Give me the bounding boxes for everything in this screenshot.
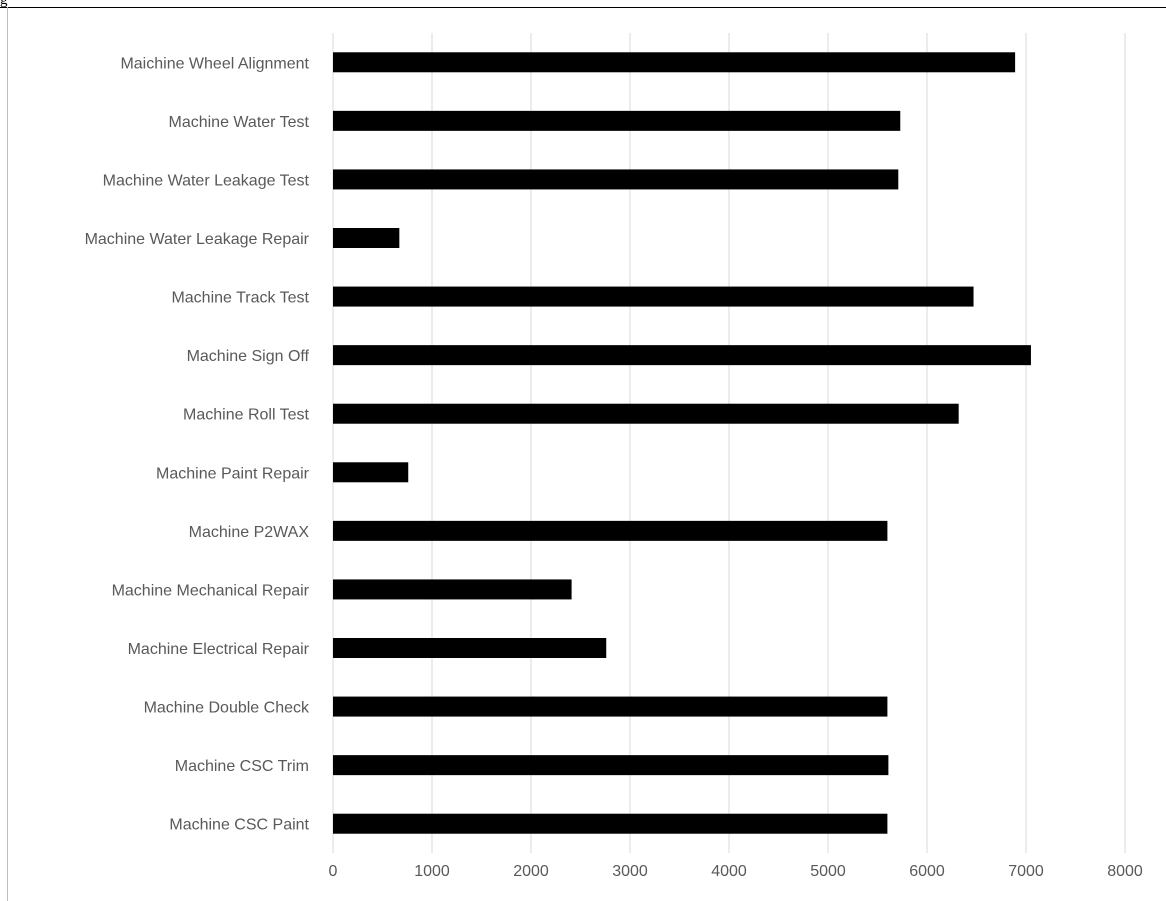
category-label: Machine CSC Paint <box>169 817 309 834</box>
category-label: Machine Electrical Repair <box>128 641 310 658</box>
x-tick-label: 3000 <box>612 863 648 880</box>
category-label: Machine Paint Repair <box>156 465 310 482</box>
bar-2 <box>333 169 899 190</box>
bar-0 <box>333 52 1016 73</box>
x-tick-label: 7000 <box>1008 863 1044 880</box>
category-label: Machine Track Test <box>171 290 309 307</box>
category-label: Machine Water Test <box>169 114 310 131</box>
gridlines <box>332 33 1126 853</box>
x-tick-label: 6000 <box>909 863 945 880</box>
bar-5 <box>333 345 1031 366</box>
x-tick-label: 8000 <box>1107 863 1143 880</box>
category-label: Machine Roll Test <box>183 407 310 424</box>
category-label: Machine Water Leakage Repair <box>85 231 310 248</box>
category-labels: Maichine Wheel Alignment Machine Water Te… <box>85 55 310 833</box>
bar-11 <box>333 696 888 717</box>
x-axis-tick-labels: 0 1000 2000 3000 4000 5000 6000 7000 8000 <box>329 863 1143 880</box>
bar-4 <box>333 286 974 307</box>
x-tick-label: 2000 <box>513 863 549 880</box>
bars-group <box>333 52 1031 834</box>
category-label: Machine Mechanical Repair <box>112 582 310 599</box>
bar-7 <box>333 462 409 483</box>
x-tick-label: 5000 <box>810 863 846 880</box>
bar-10 <box>333 638 607 658</box>
x-tick-label: 1000 <box>414 863 450 880</box>
category-label: Machine P2WAX <box>189 524 310 541</box>
x-tick-label: 0 <box>329 863 338 880</box>
bar-13 <box>333 813 888 834</box>
bar-9 <box>333 579 572 600</box>
category-label: Machine Water Leakage Test <box>103 172 310 189</box>
category-label: Machine Sign Off <box>187 348 310 365</box>
bar-6 <box>333 403 959 424</box>
category-label: Machine Double Check <box>144 700 310 717</box>
x-tick-label: 4000 <box>711 863 747 880</box>
bar-12 <box>333 755 889 776</box>
category-label: Machine CSC Trim <box>175 758 309 775</box>
top-border-line <box>0 7 1166 8</box>
bar-8 <box>333 520 888 541</box>
category-label: Maichine Wheel Alignment <box>120 55 309 72</box>
bar-3 <box>333 228 400 248</box>
left-border-line <box>7 7 8 901</box>
top-text-fragment: g <box>0 0 8 8</box>
bar-1 <box>333 110 901 131</box>
